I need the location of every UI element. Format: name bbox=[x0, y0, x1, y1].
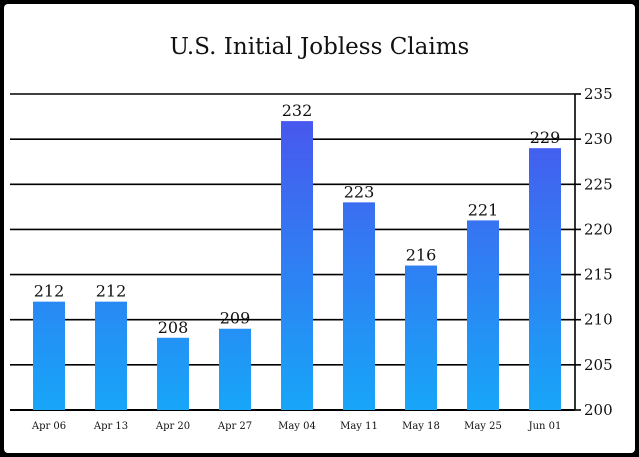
bar-may-11 bbox=[343, 202, 375, 410]
y-tick-label: 235 bbox=[584, 85, 613, 103]
bar-jun-01 bbox=[529, 148, 561, 410]
data-label: 232 bbox=[282, 101, 313, 120]
bar-apr-06 bbox=[33, 301, 65, 410]
bar-chart: 212 212 208 209 232 223 216 221 229 200 205 210 215… bbox=[10, 85, 613, 432]
x-tick-label: May 11 bbox=[340, 421, 378, 432]
y-tick-label: 230 bbox=[584, 130, 613, 148]
data-label: 212 bbox=[96, 282, 127, 301]
bar-apr-20 bbox=[157, 337, 189, 410]
x-tick-label: Apr 13 bbox=[93, 421, 128, 432]
y-tick-label: 220 bbox=[584, 220, 613, 238]
bar-apr-27 bbox=[219, 328, 251, 410]
x-tick-label: May 04 bbox=[278, 421, 316, 432]
bars bbox=[33, 121, 561, 410]
bar-apr-13 bbox=[95, 301, 127, 410]
x-tick-label: May 25 bbox=[464, 421, 502, 432]
bar-may-25 bbox=[467, 220, 499, 410]
x-tick-label: Apr 20 bbox=[155, 421, 190, 432]
data-label: 209 bbox=[220, 309, 251, 328]
x-tick-label: May 18 bbox=[402, 421, 440, 432]
y-tick-label: 215 bbox=[584, 266, 613, 284]
data-label: 221 bbox=[468, 200, 499, 219]
chart-frame: U.S. Initial Jobless Claims 212 212 208 209… bbox=[4, 4, 635, 453]
x-tick-label: Jun 01 bbox=[528, 421, 562, 432]
data-label: 208 bbox=[158, 318, 189, 337]
y-axis-ticks: 200 205 210 215 220 225 230 235 bbox=[574, 85, 613, 419]
y-tick-label: 225 bbox=[584, 175, 613, 193]
x-tick-label: Apr 27 bbox=[217, 421, 252, 432]
y-tick-label: 210 bbox=[584, 311, 613, 329]
data-label: 223 bbox=[344, 182, 375, 201]
chart-title: U.S. Initial Jobless Claims bbox=[169, 34, 470, 60]
y-tick-label: 205 bbox=[584, 356, 613, 374]
data-label: 229 bbox=[530, 128, 561, 147]
data-label: 216 bbox=[406, 246, 437, 265]
bar-may-04 bbox=[281, 121, 313, 410]
x-tick-label: Apr 06 bbox=[31, 421, 66, 432]
bar-may-18 bbox=[405, 265, 437, 410]
y-tick-label: 200 bbox=[584, 401, 613, 419]
x-axis-ticks: Apr 06 Apr 13 Apr 20 Apr 27 May 04 May 11 May … bbox=[31, 421, 562, 432]
data-label: 212 bbox=[34, 282, 65, 301]
data-labels: 212 212 208 209 232 223 216 221 229 bbox=[34, 101, 561, 337]
